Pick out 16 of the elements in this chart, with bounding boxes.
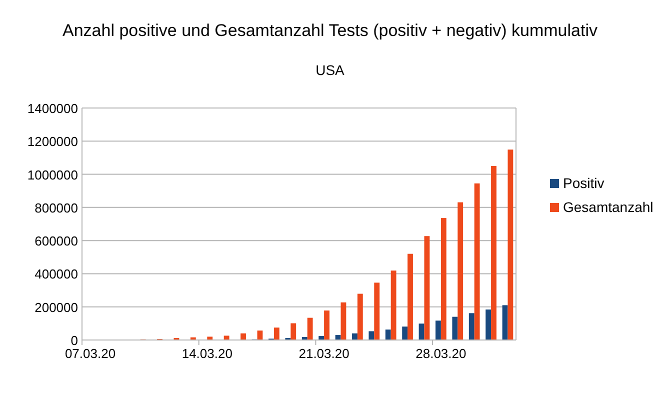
chart-subtitle: USA bbox=[316, 62, 346, 78]
y-tick-label: 1000000 bbox=[27, 167, 78, 182]
legend-label: Gesamtanzahl bbox=[563, 199, 654, 215]
y-tick-label: 400000 bbox=[34, 266, 78, 282]
y-tick-label: 600000 bbox=[34, 234, 78, 249]
y-tick-label: 800000 bbox=[34, 200, 78, 216]
y-tick-label: 1200000 bbox=[27, 134, 78, 150]
legend-label: Positiv bbox=[563, 175, 604, 191]
chart-title: Anzahl positive und Gesamtanzahl Tests (positiv + negativ) kummulativ bbox=[62, 21, 598, 40]
y-tick-label: 200000 bbox=[34, 300, 78, 315]
x-tick-label: 14.03.20 bbox=[182, 346, 232, 361]
y-tick-label: 1400000 bbox=[27, 101, 78, 116]
x-tick-label: 07.03.20 bbox=[64, 346, 116, 361]
x-tick-label: 28.03.20 bbox=[416, 346, 466, 361]
x-tick-label: 21.03.20 bbox=[298, 346, 350, 361]
y-tick-label: 0 bbox=[70, 333, 78, 348]
